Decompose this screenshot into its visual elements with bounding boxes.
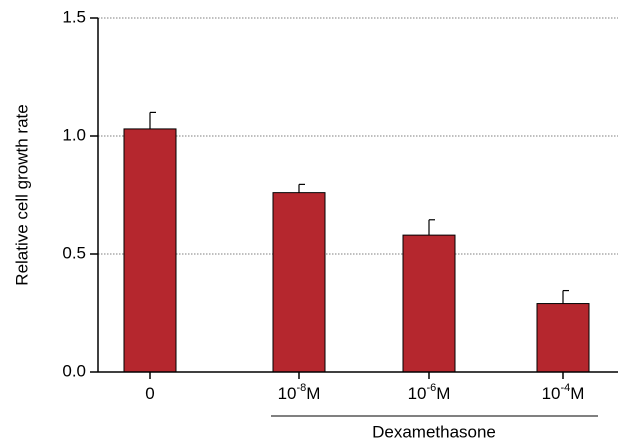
y-tick-label: 0.5	[62, 243, 86, 262]
bar	[272, 192, 326, 373]
x-tick-label: 10-4M	[542, 382, 585, 404]
group-label: Dexamethasone	[372, 422, 496, 441]
bars	[123, 111, 590, 373]
x-tick-label: 10-8M	[278, 382, 321, 404]
gridlines	[98, 17, 618, 255]
y-tick-label: 1.0	[62, 125, 86, 144]
y-axis-title: Relative cell growth rate	[12, 104, 31, 285]
x-tick-label: 0	[145, 384, 154, 403]
x-axis-ticks: 0 10-8M 10-6M 10-4M	[145, 372, 584, 403]
bar	[402, 234, 456, 373]
y-tick-label: 0.0	[62, 361, 86, 380]
bar	[536, 303, 590, 373]
y-tick-label: 1.5	[62, 7, 86, 26]
bar	[123, 128, 177, 373]
x-tick-label: 10-6M	[408, 382, 451, 404]
y-axis-ticks: 0.0 0.5 1.0 1.5	[62, 7, 98, 380]
axes	[97, 18, 618, 373]
